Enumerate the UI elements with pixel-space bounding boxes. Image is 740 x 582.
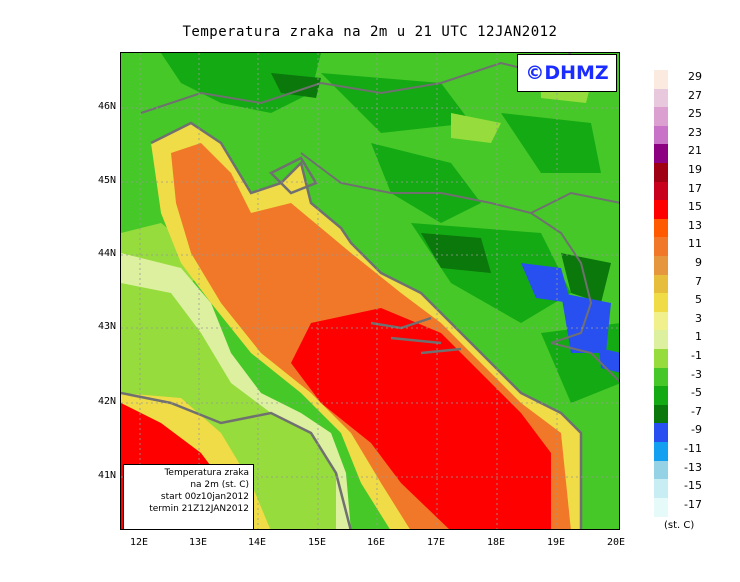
legend-label: -3 (691, 367, 702, 381)
lat-label: 45N (97, 175, 116, 186)
legend-label: -5 (691, 386, 702, 400)
adriatic-sea-warm (291, 308, 551, 529)
legend-swatch (654, 125, 668, 145)
legend-swatch (654, 367, 668, 387)
legend-label: 23 (688, 125, 702, 139)
legend-label: 27 (688, 88, 702, 102)
info-box: Temperatura zraka na 2m (st. C) start 00… (123, 464, 254, 530)
legend-unit: (st. C) (664, 520, 695, 531)
legend-label: -15 (684, 479, 702, 493)
lon-label: 20E (606, 537, 626, 548)
lon-label: 14E (247, 537, 267, 548)
legend-label: 13 (688, 218, 702, 232)
very-cold-land-patches (271, 73, 611, 303)
legend-label: 3 (695, 311, 702, 325)
legend-label: 19 (688, 163, 702, 176)
lat-label: 46N (97, 101, 116, 112)
info-line: start 00z10jan2012 (160, 492, 249, 502)
legend-swatch (654, 144, 668, 164)
legend-swatch (654, 404, 668, 424)
temperature-map (120, 52, 620, 530)
info-line: Temperatura zraka (164, 468, 249, 478)
lat-label: 44N (97, 248, 116, 259)
legend-label: -9 (691, 423, 702, 437)
legend-label: -17 (684, 497, 702, 511)
legend-label: -1 (691, 349, 702, 362)
legend-swatch (654, 107, 668, 127)
lon-label: 16E (366, 537, 386, 548)
legend-swatch (654, 460, 668, 480)
legend-swatch (654, 442, 668, 462)
lon-label: 12E (129, 537, 149, 548)
legend-swatch (654, 311, 668, 331)
legend-label: -13 (684, 460, 702, 474)
legend-label: 17 (688, 181, 702, 195)
legend-swatch (654, 330, 668, 350)
legend-swatch (654, 256, 668, 276)
legend-swatch (654, 88, 668, 108)
info-line: termin 21Z12JAN2012 (149, 504, 249, 514)
legend-swatch (654, 479, 668, 499)
legend-swatch (654, 293, 668, 313)
lon-label: 18E (486, 537, 506, 548)
legend-label: 21 (688, 144, 702, 158)
map-title: Temperatura zraka na 2m u 21 UTC 12JAN20… (182, 24, 558, 40)
legend-label: -11 (684, 442, 702, 455)
lat-label: 41N (97, 470, 116, 481)
legend-label: 29 (688, 70, 702, 83)
legend-swatch (654, 200, 668, 220)
lat-label: 42N (97, 396, 116, 407)
info-line: na 2m (st. C) (190, 480, 249, 490)
legend-swatch (654, 423, 668, 443)
legend-swatch (654, 181, 668, 201)
lon-label: 13E (188, 537, 208, 548)
legend-swatch (654, 218, 668, 238)
legend-label: 15 (688, 200, 702, 214)
gridlines (121, 53, 619, 529)
legend-label: 5 (695, 293, 702, 307)
legend-label: 25 (688, 107, 702, 121)
legend-swatch (654, 274, 668, 294)
legend-label: 7 (695, 274, 702, 288)
legend-swatch (654, 386, 668, 406)
legend-label: 11 (688, 237, 702, 251)
legend-swatch (654, 163, 668, 183)
legend-swatch (654, 497, 668, 517)
dhmz-logo: ©DHMZ (517, 54, 617, 92)
legend-swatch (654, 70, 668, 90)
map-canvas (121, 53, 619, 529)
legend-swatch (654, 349, 668, 369)
legend-label: 1 (695, 330, 702, 344)
legend-label: -7 (691, 404, 702, 418)
lon-label: 17E (426, 537, 446, 548)
lon-label: 15E (307, 537, 327, 548)
legend-label: 9 (695, 256, 702, 269)
legend-swatch (654, 237, 668, 257)
lon-label: 19E (546, 537, 566, 548)
lat-label: 43N (97, 321, 116, 332)
